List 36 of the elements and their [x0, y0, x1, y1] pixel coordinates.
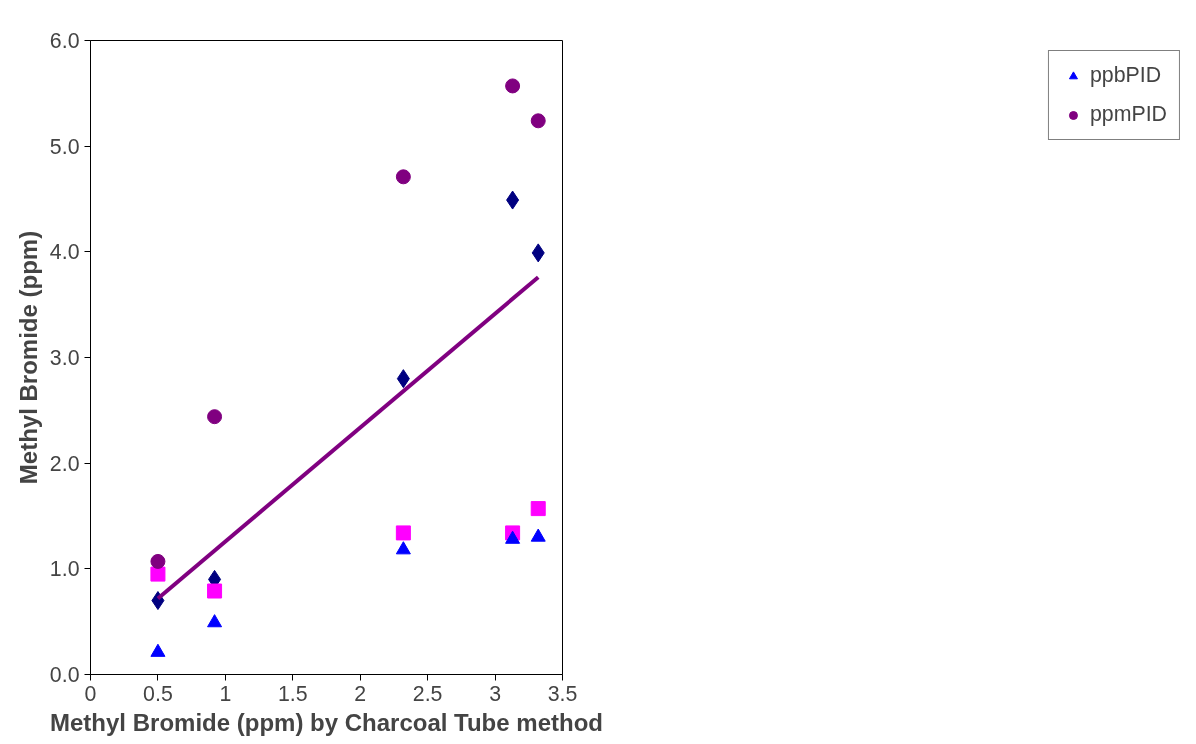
- legend-label: ppbPID: [1089, 63, 1162, 88]
- point: [150, 643, 166, 657]
- x-axis-title: Methyl Bromide (ppm) by Charcoal Tube method: [50, 708, 603, 736]
- point: [530, 501, 546, 517]
- y-tick-label: 4.0: [49, 240, 80, 265]
- point: [531, 243, 545, 263]
- x-tick-label: 1.5: [277, 681, 308, 706]
- point: [505, 530, 521, 544]
- point: [395, 541, 411, 555]
- point: [506, 190, 520, 210]
- point: [395, 525, 411, 541]
- point: [530, 528, 546, 542]
- x-tick-label: 0: [84, 681, 97, 706]
- x-tick-label: 0.5: [143, 681, 173, 706]
- y-tick-label: 1.0: [49, 557, 80, 582]
- y-tick-label: 3.0: [49, 346, 80, 370]
- x-tick-label: 1: [219, 681, 232, 706]
- x-tick-label: 2: [354, 681, 367, 706]
- y-tick-label: 5.0: [49, 134, 80, 159]
- point: [207, 583, 223, 599]
- point: [207, 614, 223, 628]
- y-tick-label: 2.0: [49, 451, 80, 476]
- y-axis-title: Methyl Bromide (ppm): [14, 230, 42, 485]
- point: [530, 113, 546, 129]
- point: [150, 566, 166, 582]
- point: [505, 78, 521, 94]
- point: [150, 553, 166, 569]
- x-tick-label: 3.5: [547, 681, 578, 706]
- point: [396, 369, 410, 389]
- x-tick-label: 2.5: [412, 681, 443, 706]
- x-tick-label: 3: [489, 681, 502, 706]
- y-tick-label: 0.0: [49, 663, 80, 687]
- y-tick-label: 6.0: [49, 29, 80, 53]
- point: [395, 169, 411, 185]
- point: [207, 409, 223, 425]
- legend-label: ppmPID: [1089, 102, 1167, 127]
